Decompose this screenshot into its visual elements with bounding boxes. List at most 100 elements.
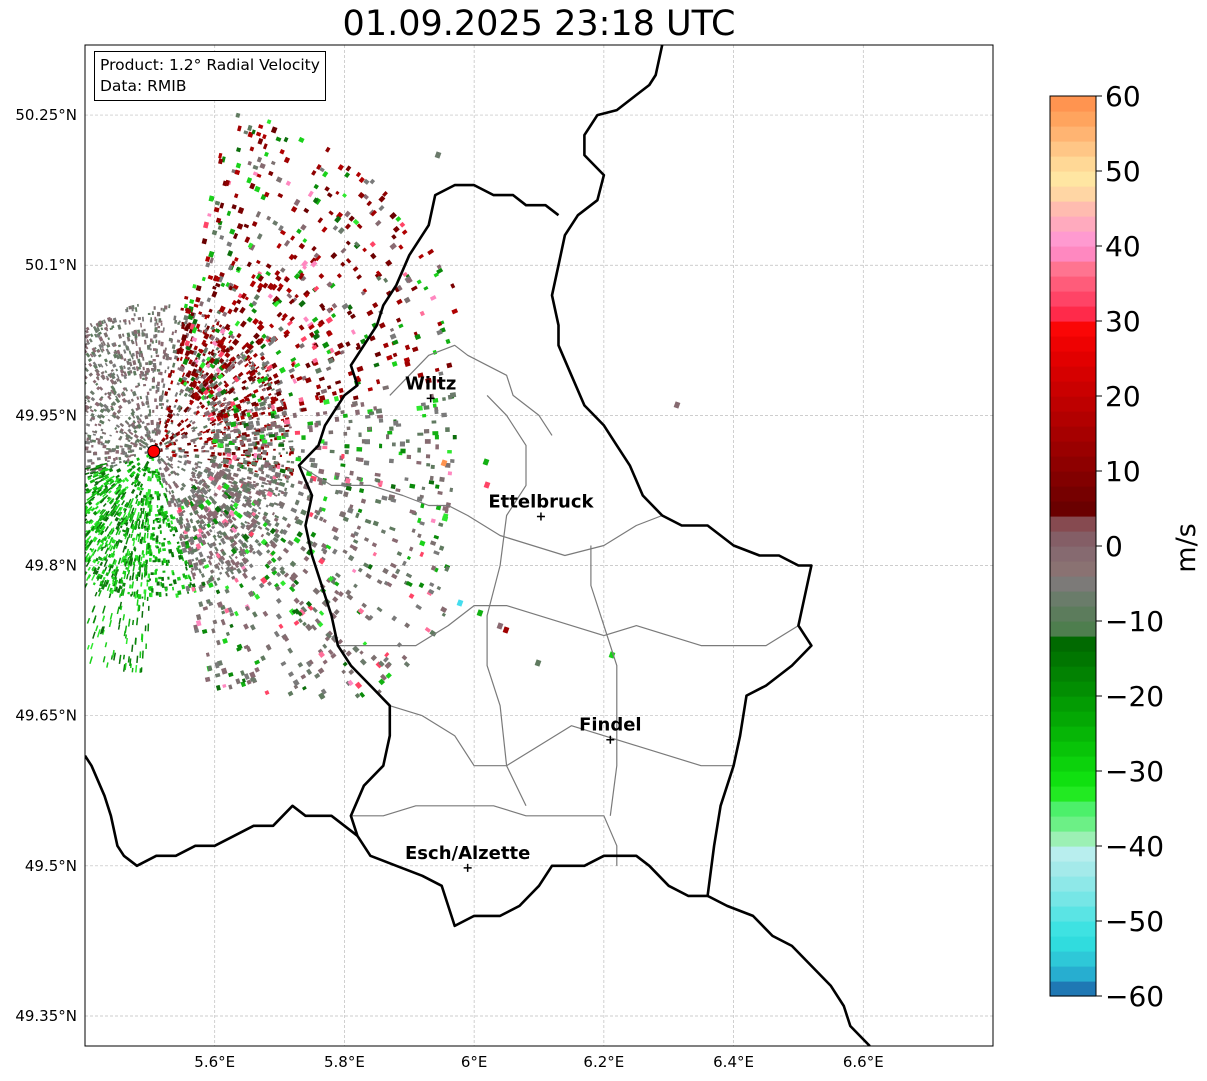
- radar-echo-pixel: [356, 223, 363, 230]
- radar-echo-pixel: [33, 460, 38, 463]
- radar-echo-pixel: [166, 406, 171, 412]
- radar-echo-pixel: [206, 314, 211, 319]
- radar-echo-pixel: [127, 656, 130, 663]
- radar-echo-pixel: [431, 420, 437, 424]
- radar-echo-pixel: [282, 447, 285, 451]
- radar-echo-pixel: [317, 667, 325, 675]
- radar-echo-pixel: [156, 381, 160, 387]
- radar-echo-pixel: [299, 275, 305, 282]
- radar-echo-pixel: [221, 550, 227, 557]
- radar-echo-pixel: [324, 186, 330, 192]
- radar-echo-pixel: [250, 380, 256, 385]
- radar-echo-pixel: [69, 530, 74, 535]
- radar-echo-pixel: [404, 360, 411, 368]
- radar-echo-pixel: [340, 463, 346, 467]
- radar-echo-pixel: [170, 421, 174, 425]
- radar-echo-pixel: [63, 381, 66, 384]
- radar-echo-pixel: [106, 342, 110, 347]
- radar-echo-pixel: [237, 469, 242, 472]
- radar-echo-pixel: [43, 483, 48, 487]
- radar-echo-pixel: [416, 496, 423, 502]
- radar-echo-pixel: [159, 524, 162, 528]
- radar-echo-pixel: [110, 483, 116, 487]
- radar-echo-pixel: [177, 408, 182, 413]
- radar-echo-pixel: [124, 454, 129, 458]
- radar-echo-pixel: [334, 581, 340, 587]
- radar-echo-pixel: [66, 533, 70, 537]
- radar-echo-pixel: [176, 412, 180, 417]
- radar-echo-pixel: [194, 462, 199, 467]
- radar-echo-pixel: [160, 483, 164, 489]
- radar-echo-pixel: [288, 367, 296, 374]
- radar-echo-pixel: [120, 605, 123, 611]
- radar-echo-pixel: [370, 654, 378, 662]
- radar-echo-pixel: [89, 478, 96, 484]
- radar-echo-pixel: [112, 363, 117, 368]
- radar-echo-pixel: [405, 580, 413, 588]
- radar-echo-pixel: [203, 442, 209, 446]
- radar-echo-pixel: [338, 511, 347, 518]
- radar-echo-pixel: [130, 559, 133, 567]
- radar-echo-pixel: [345, 485, 352, 491]
- country-borders: [85, 45, 871, 1046]
- radar-echo-pixel: [197, 431, 203, 437]
- radar-echo-pixel: [273, 582, 280, 589]
- radar-echo-pixel: [74, 534, 77, 537]
- radar-echo-pixel: [219, 430, 223, 434]
- radar-echo-pixel: [331, 526, 339, 533]
- radar-echo-pixel: [240, 354, 247, 361]
- radar-echo-pixel: [261, 481, 266, 485]
- city-label: Findel: [579, 715, 642, 736]
- radar-echo-pixel: [222, 683, 227, 689]
- radar-echo-pixel: [352, 539, 359, 544]
- radar-echo-pixel: [92, 485, 98, 490]
- radar-echo-pixel: [165, 355, 170, 361]
- radar-echo-pixel: [256, 377, 264, 384]
- radar-echo-pixel: [170, 419, 174, 423]
- radar-echo-pixel: [146, 422, 150, 426]
- radar-echo-pixel: [130, 533, 133, 539]
- radar-echo-pixel: [136, 512, 140, 520]
- radar-echo-pixel: [115, 354, 120, 360]
- radar-echo-pixel: [310, 531, 317, 538]
- radar-echo-pixel: [122, 654, 126, 660]
- radar-echo-pixel: [108, 593, 112, 599]
- radar-echo-pixel: [168, 304, 171, 309]
- radar-echo-pixel: [105, 377, 110, 381]
- radar-echo-pixel: [321, 507, 326, 512]
- radar-echo-pixel: [77, 481, 82, 485]
- radar-echo-pixel: [291, 609, 297, 615]
- radar-echo-pixel: [229, 476, 235, 482]
- radar-echo-pixel: [155, 389, 158, 394]
- radar-echo-pixel: [119, 422, 125, 428]
- radar-echo-pixel: [47, 398, 51, 402]
- radar-echo-pixel: [303, 555, 310, 562]
- radar-echo-pixel: [363, 537, 370, 542]
- radar-echo-pixel: [126, 366, 131, 371]
- radar-echo-pixel: [30, 506, 33, 509]
- radar-echo-pixel: [429, 629, 437, 637]
- radar-echo-pixel: [85, 552, 90, 560]
- radar-echo-pixel: [73, 456, 76, 459]
- radar-echo-pixel: [279, 267, 286, 273]
- radar-echo-pixel: [179, 427, 185, 432]
- radar-echo-pixel: [198, 329, 203, 333]
- radar-echo-pixel: [249, 624, 256, 631]
- radar-echo-pixel: [136, 576, 139, 582]
- radar-echo-pixel: [85, 529, 89, 533]
- radar-echo-pixel: [111, 401, 117, 407]
- radar-echo-pixel: [138, 563, 141, 571]
- radar-echo-pixel: [230, 421, 237, 428]
- radar-echo-pixel: [273, 461, 279, 465]
- radar-echo-pixel: [217, 520, 223, 527]
- radar-echo-pixel: [193, 303, 199, 308]
- radar-echo-pixel: [378, 418, 384, 423]
- radar-echo-pixel: [315, 384, 322, 390]
- radar-echo-pixel: [417, 372, 424, 378]
- radar-echo-pixel: [85, 520, 90, 525]
- radar-echo-pixel: [203, 221, 209, 229]
- radar-echo-pixel: [177, 506, 183, 513]
- radar-echo-pixel: [78, 440, 83, 443]
- radar-echo-pixel: [326, 192, 333, 198]
